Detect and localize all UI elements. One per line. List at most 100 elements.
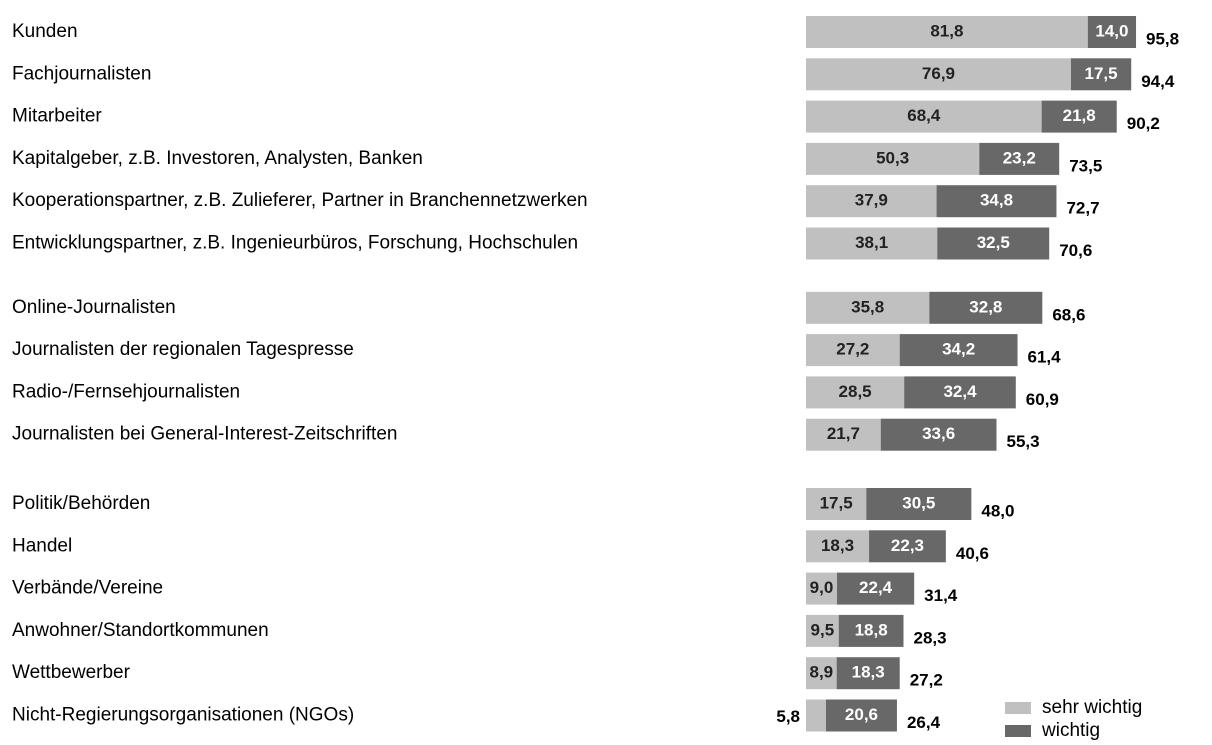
- value-label: 50,3: [876, 148, 909, 167]
- value-label: 22,3: [891, 536, 924, 555]
- bar-segment: [936, 185, 1057, 218]
- category-label: Journalisten der regionalen Tagespresse: [12, 339, 354, 360]
- bar-segment: [806, 16, 1088, 48]
- value-label: 30,5: [902, 493, 935, 512]
- category-label: Online-Journalisten: [12, 297, 176, 318]
- category-label: Entwicklungspartner, z.B. Ingenieurbüros…: [12, 233, 578, 254]
- value-label: 37,9: [855, 191, 888, 210]
- bar-segment: [1087, 16, 1137, 48]
- category-label: Kapitalgeber, z.B. Investoren, Analysten…: [12, 148, 423, 169]
- value-label: 17,5: [820, 493, 853, 512]
- value-label: 35,8: [851, 297, 884, 316]
- total-label: 55,3: [1007, 432, 1040, 451]
- value-label: 21,8: [1063, 106, 1096, 125]
- total-label: 73,5: [1069, 156, 1102, 175]
- bar-segment: [806, 376, 905, 409]
- bar-segment: [806, 418, 881, 451]
- total-label: 70,6: [1059, 241, 1092, 260]
- category-label: Wettbewerber: [12, 662, 131, 683]
- value-label: 18,8: [855, 620, 888, 639]
- value-label: 21,7: [827, 424, 860, 443]
- total-label: 94,4: [1141, 72, 1175, 91]
- bar-segment: [869, 530, 946, 563]
- total-label: 60,9: [1026, 390, 1059, 409]
- value-label: 34,2: [942, 340, 975, 359]
- bar-segment: [979, 142, 1060, 175]
- value-label: 32,8: [969, 297, 1002, 316]
- bar-segment: [929, 291, 1043, 324]
- total-label: 68,6: [1052, 305, 1085, 324]
- bar-segment: [806, 334, 900, 367]
- value-label: 27,2: [836, 340, 869, 359]
- bar-segment: [806, 100, 1042, 133]
- total-label: 27,2: [910, 671, 943, 690]
- total-label: 26,4: [907, 713, 941, 732]
- legend-label: sehr wichtig: [1042, 697, 1142, 718]
- total-label: 28,3: [913, 628, 946, 647]
- bar-segment: [1070, 58, 1132, 91]
- bar-segment: [806, 657, 837, 690]
- category-label: Kooperationspartner, z.B. Zulieferer, Pa…: [12, 190, 588, 211]
- bar-segment: [837, 572, 915, 605]
- category-label: Mitarbeiter: [12, 106, 102, 127]
- bar-segment: [806, 142, 980, 175]
- bar-segment: [904, 376, 1016, 409]
- bar-segment: [806, 530, 870, 563]
- legend-label: wichtig: [1041, 720, 1100, 741]
- bar-segment: [806, 572, 838, 605]
- value-label: 32,5: [977, 233, 1010, 252]
- bar-segment: [806, 291, 930, 324]
- category-label: Verbände/Vereine: [12, 578, 163, 599]
- value-label: 38,1: [855, 233, 888, 252]
- bar-segment: [836, 657, 900, 690]
- value-label: 9,0: [810, 578, 834, 597]
- legend-swatch: [1005, 702, 1031, 714]
- bar-segment: [866, 488, 972, 520]
- bar-segment: [1041, 100, 1117, 133]
- value-label: 9,5: [811, 620, 835, 639]
- bar-segment: [806, 488, 867, 520]
- total-label: 90,2: [1127, 114, 1160, 133]
- bar-segment: [838, 614, 904, 647]
- category-label: Anwohner/Standortkommunen: [12, 620, 269, 641]
- total-label: 48,0: [981, 501, 1014, 520]
- category-label: Handel: [12, 535, 72, 556]
- value-label: 18,3: [821, 536, 854, 555]
- value-label: 22,4: [859, 578, 893, 597]
- total-label: 95,8: [1146, 29, 1179, 48]
- legend-swatch: [1005, 725, 1031, 737]
- total-label: 31,4: [924, 586, 958, 605]
- value-label: 20,6: [845, 705, 878, 724]
- category-label: Politik/Behörden: [12, 493, 150, 514]
- total-label: 40,6: [956, 544, 989, 563]
- bar-segment: [937, 227, 1050, 260]
- bar-segment: [825, 699, 897, 732]
- bar-segment: [880, 418, 997, 451]
- value-label: 5,8: [776, 707, 800, 726]
- bar-segment: [806, 614, 839, 647]
- value-label: 8,9: [810, 663, 834, 682]
- bar-segment: [806, 699, 826, 732]
- value-label: 14,0: [1095, 21, 1128, 40]
- total-label: 72,7: [1066, 199, 1099, 218]
- category-label: Radio-/Fernsehjournalisten: [12, 381, 240, 402]
- bar-segment: [806, 58, 1071, 91]
- category-label: Journalisten bei General-Interest-Zeitsc…: [12, 424, 397, 445]
- bar-segment: [806, 227, 938, 260]
- value-label: 68,4: [907, 106, 941, 125]
- category-label: Nicht-Regierungsorganisationen (NGOs): [12, 705, 354, 726]
- value-label: 28,5: [839, 382, 872, 401]
- category-label: Kunden: [12, 21, 78, 42]
- value-label: 23,2: [1003, 148, 1036, 167]
- value-label: 33,6: [922, 424, 955, 443]
- value-label: 32,4: [943, 382, 977, 401]
- total-label: 61,4: [1028, 348, 1062, 367]
- bar-segment: [899, 334, 1018, 367]
- category-label: Fachjournalisten: [12, 63, 151, 84]
- bar-segment: [806, 185, 937, 218]
- value-label: 17,5: [1085, 64, 1118, 83]
- value-label: 81,8: [930, 21, 963, 40]
- value-label: 18,3: [852, 663, 885, 682]
- value-label: 34,8: [980, 191, 1013, 210]
